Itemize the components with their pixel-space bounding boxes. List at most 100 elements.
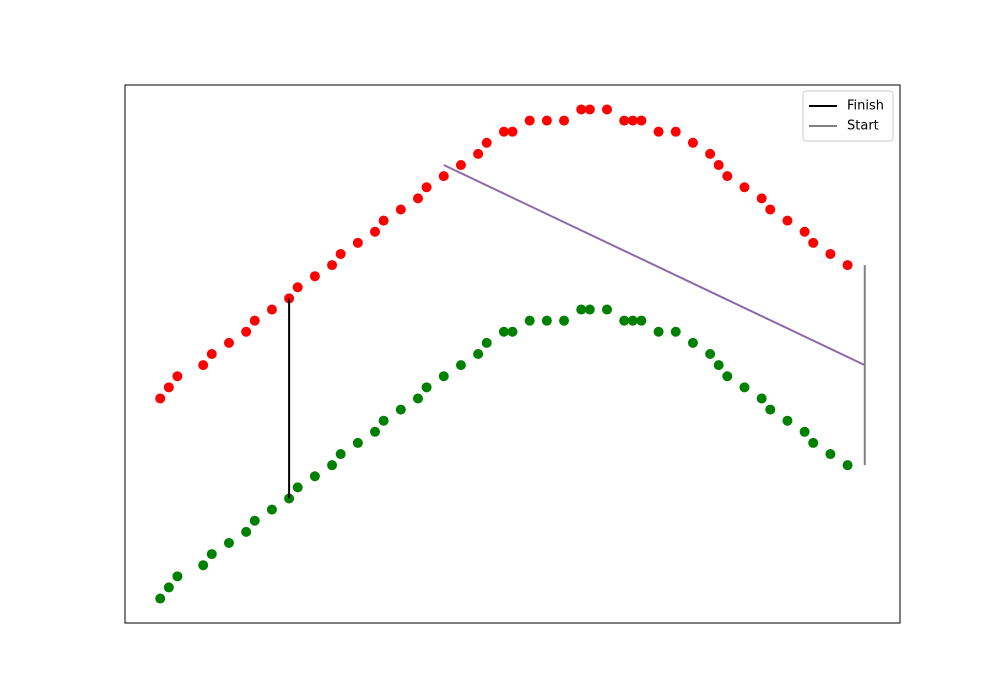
scatter-point xyxy=(705,148,716,159)
scatter-point xyxy=(438,371,449,382)
scatter-point xyxy=(292,482,303,493)
scatter-point xyxy=(352,437,363,448)
axes-frame xyxy=(124,84,901,624)
scatter-point xyxy=(722,371,733,382)
scatter-point xyxy=(455,360,466,371)
scatter-point xyxy=(627,315,638,326)
scatter-point xyxy=(765,404,776,415)
scatter-point xyxy=(223,537,234,548)
scatter-point xyxy=(653,126,664,137)
scatter-point xyxy=(507,126,518,137)
scatter-point xyxy=(602,104,613,115)
scatter-point xyxy=(370,426,381,437)
scatter-point xyxy=(395,204,406,215)
scatter-point xyxy=(756,393,767,404)
scatter-point xyxy=(687,337,698,348)
scatter-point xyxy=(249,515,260,526)
scatter-point xyxy=(198,560,209,571)
scatter-point xyxy=(498,126,509,137)
legend-label: Finish xyxy=(847,99,884,114)
scatter-point xyxy=(722,171,733,182)
scatter-point xyxy=(172,371,183,382)
scatter-point xyxy=(370,226,381,237)
scatter-point xyxy=(241,326,252,337)
scatter-point xyxy=(842,260,853,271)
scatter-point xyxy=(421,182,432,193)
scatter-point xyxy=(825,449,836,460)
scatter-point xyxy=(576,304,587,315)
scatter-point xyxy=(541,115,552,126)
scatter-point xyxy=(155,593,166,604)
scatter-point xyxy=(335,248,346,259)
scatter-point xyxy=(687,137,698,148)
scatter-point xyxy=(507,326,518,337)
scatter-point xyxy=(825,248,836,259)
scatter-point xyxy=(163,382,174,393)
scatter-point xyxy=(602,304,613,315)
scatter-point xyxy=(327,260,338,271)
scatter-point xyxy=(206,549,217,560)
scatter-point xyxy=(576,104,587,115)
scatter-point xyxy=(412,193,423,204)
scatter-point xyxy=(309,271,320,282)
scatter-point xyxy=(378,415,389,426)
scatter-point xyxy=(163,582,174,593)
scatter-point xyxy=(739,382,750,393)
scatter-point xyxy=(266,304,277,315)
scatter-point xyxy=(309,471,320,482)
scatter-point xyxy=(808,237,819,248)
scatter-point xyxy=(584,104,595,115)
scatter-point xyxy=(481,137,492,148)
scatter-point xyxy=(206,349,217,359)
scatter-point xyxy=(378,215,389,226)
scatter-point xyxy=(756,193,767,204)
legend-box xyxy=(802,90,894,142)
scatter-point xyxy=(713,360,724,371)
scatter-point xyxy=(498,326,509,337)
scatter-point xyxy=(584,304,595,315)
scatter-point xyxy=(713,160,724,171)
scatter-point xyxy=(266,504,277,515)
scatter-point xyxy=(670,326,681,337)
scatter-point xyxy=(782,215,793,226)
scatter-point xyxy=(559,315,570,326)
scatter-point xyxy=(705,349,716,359)
scatter-point xyxy=(782,415,793,426)
scatter-point xyxy=(473,148,484,159)
scatter-point xyxy=(653,326,664,337)
scatter-point xyxy=(241,526,252,537)
scatter-point xyxy=(172,571,183,582)
scatter-point xyxy=(155,393,166,404)
scatter-point xyxy=(249,315,260,326)
scatter-point xyxy=(481,337,492,348)
scatter-point xyxy=(421,382,432,393)
scatter-point xyxy=(559,115,570,126)
scatter-point xyxy=(292,282,303,293)
scatter-point xyxy=(352,237,363,248)
scatter-point xyxy=(842,460,853,471)
scatter-point xyxy=(670,126,681,137)
scatter-point xyxy=(395,404,406,415)
scatter-point xyxy=(636,115,647,126)
scatter-point xyxy=(223,337,234,348)
scatter-point xyxy=(198,360,209,371)
scatter-point xyxy=(636,315,647,326)
scatter-point xyxy=(524,315,535,326)
scatter-point xyxy=(808,437,819,448)
scatter-point xyxy=(765,204,776,215)
scatter-point xyxy=(335,449,346,460)
scatter-point xyxy=(619,315,630,326)
scatter-point xyxy=(799,226,810,237)
scatter-point xyxy=(739,182,750,193)
scatter-point xyxy=(327,460,338,471)
line xyxy=(443,164,866,367)
scatter-point xyxy=(799,426,810,437)
scatter-point xyxy=(627,115,638,126)
scatter-point xyxy=(541,315,552,326)
scatter-point xyxy=(412,393,423,404)
scatter-point xyxy=(524,115,535,126)
scatter-point xyxy=(438,171,449,182)
scatter-point xyxy=(619,115,630,126)
